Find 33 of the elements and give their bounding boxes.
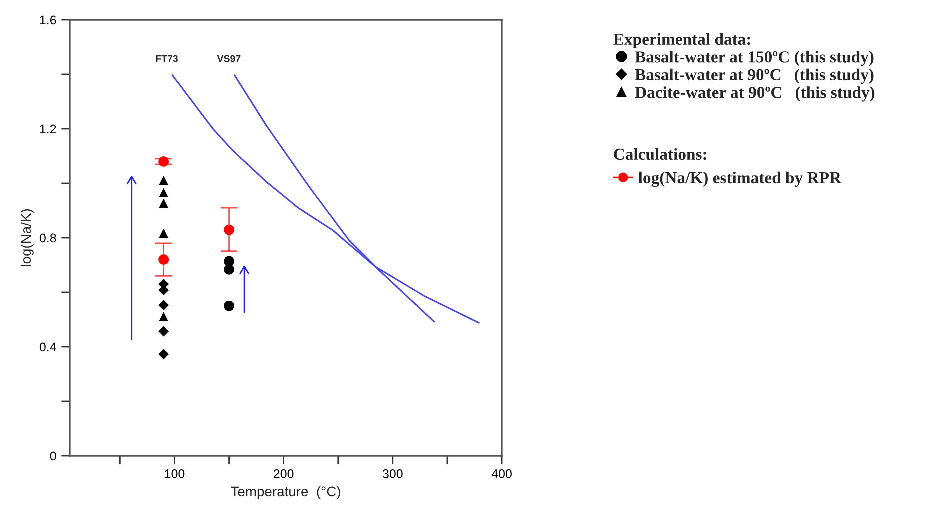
y-tick-label: 0.4 <box>40 342 56 352</box>
x-tick-label: 100 <box>165 470 185 478</box>
x-tick-label: 400 <box>492 470 512 478</box>
point <box>224 300 235 312</box>
legend-label: log(Na/K) estimated by RPR <box>638 172 842 188</box>
line-series <box>172 74 480 324</box>
legend-label: Basalt-water at 150ºC (this study) <box>635 51 874 66</box>
legend-label: Dacite-water at 90ºC (this study) <box>635 86 875 102</box>
y-tick-label: 0.8 <box>40 234 56 243</box>
text: Calculations: <box>614 148 706 160</box>
point <box>224 224 235 236</box>
x-tick-label: 300 <box>382 470 403 478</box>
point <box>158 300 170 310</box>
point <box>159 176 168 186</box>
point <box>158 156 170 167</box>
point <box>224 264 235 275</box>
point <box>159 229 168 238</box>
y-tick-label: 0 <box>50 452 56 461</box>
y-axis-title: log(Na/K) <box>20 210 34 266</box>
y-tick-label: 1.6 <box>40 16 56 25</box>
series-label: FT73 <box>156 55 178 62</box>
point <box>158 254 170 266</box>
series-label: VS97 <box>217 55 241 62</box>
point <box>159 188 168 198</box>
legend-title: Experimental data: <box>614 33 750 48</box>
x-tick-label: 200 <box>274 470 294 478</box>
x-axis-title: Temperature (°C) <box>231 486 340 500</box>
legend-label: Basalt-water at 90ºC (this study) <box>635 68 874 84</box>
point <box>159 312 168 322</box>
point <box>158 326 170 337</box>
y-tick-label: 1.2 <box>40 124 56 134</box>
point <box>159 199 168 208</box>
point <box>158 349 170 360</box>
